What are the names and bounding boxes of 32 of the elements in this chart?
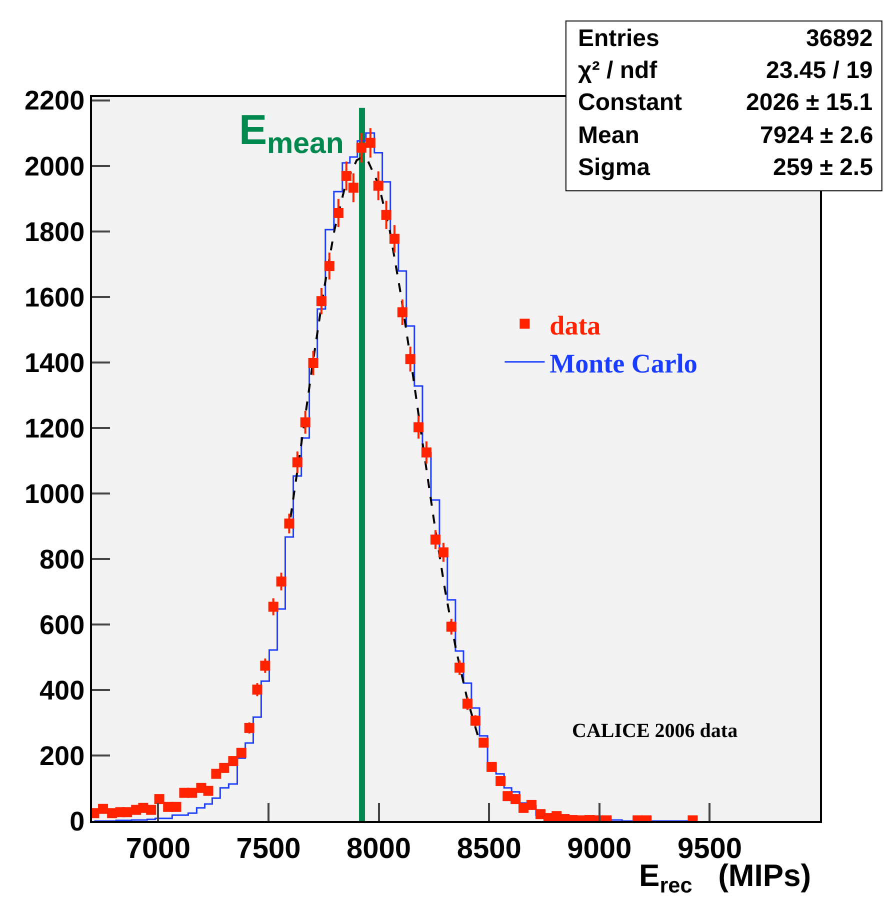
x-tick-label: 8500	[456, 832, 522, 865]
y-tick-label: 1800	[24, 216, 85, 247]
annotation: 2026 ± 15.1	[746, 89, 873, 116]
x-tick-label: 8000	[346, 832, 412, 865]
y-tick-label: 1000	[24, 478, 85, 509]
y-tick-label: 2000	[24, 151, 85, 182]
y-tick-label: 1400	[24, 348, 85, 378]
text: Entries	[578, 25, 660, 52]
annotation: Sigma	[578, 154, 651, 181]
y-tick-label: 200	[40, 740, 85, 771]
ref-line-label: E$_{mean}$	[239, 106, 344, 160]
y-tick-label: 800	[40, 544, 85, 574]
annotation: 259 ± 2.5	[773, 154, 873, 181]
annotation: CALICE 2006 data	[572, 720, 738, 742]
y-tick-label: 1200	[24, 413, 85, 444]
line-series	[290, 156, 480, 738]
text: 23.45 / 19	[766, 57, 873, 84]
text: χ² / ndf	[578, 57, 658, 84]
y-tick-label: 600	[40, 610, 85, 640]
x-tick-label: 9000	[567, 832, 632, 865]
x-tick-label: 7000	[126, 832, 190, 865]
y-tick-label: 1600	[24, 282, 85, 312]
annotation: 7924 ± 2.6	[760, 122, 874, 149]
x-tick-label: 7500	[236, 832, 301, 865]
y-tick-label: 0	[70, 806, 85, 836]
legend-label: Monte Carlo	[550, 348, 698, 378]
y-tick-label: 400	[40, 675, 85, 706]
legend-label: data	[550, 310, 602, 340]
annotation: Constant	[578, 89, 682, 116]
annotation: Mean	[578, 122, 640, 149]
y-tick-label: 2200	[24, 86, 85, 116]
text: 36892	[806, 25, 873, 52]
